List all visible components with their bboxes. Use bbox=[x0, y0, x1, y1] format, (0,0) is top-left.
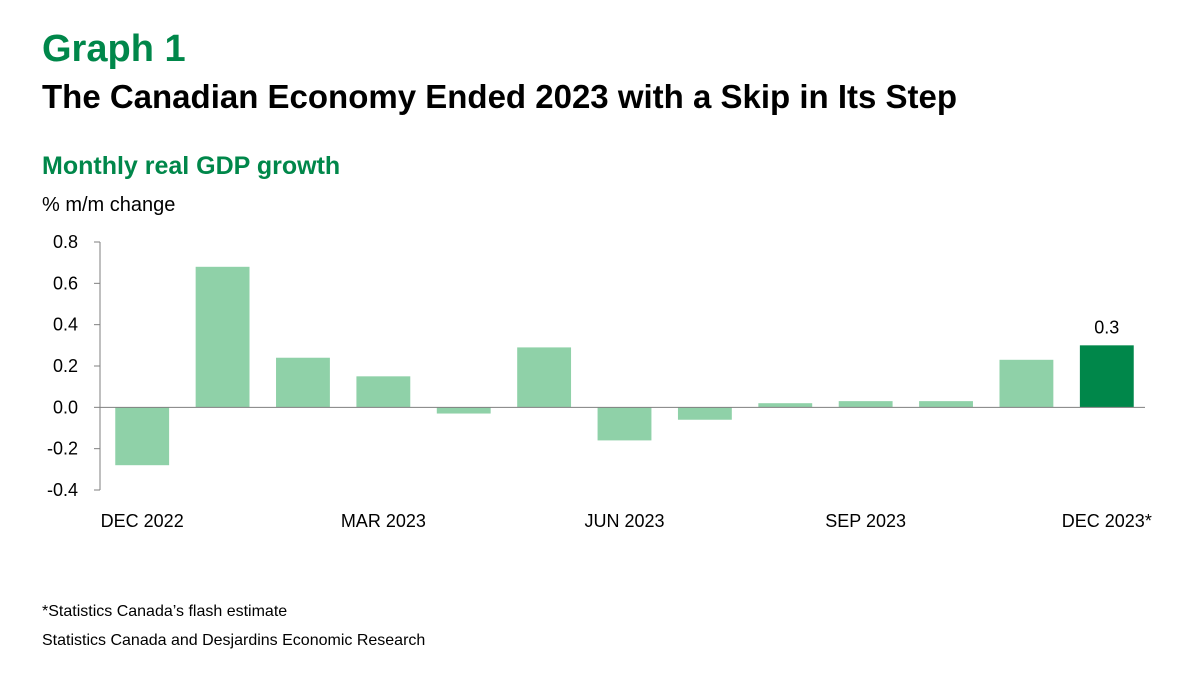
bar bbox=[195, 266, 250, 408]
y-tick-label: 0.8 bbox=[53, 232, 78, 252]
x-tick-label: JUN 2023 bbox=[584, 511, 664, 531]
data-labels: 0.3 bbox=[1094, 317, 1119, 337]
bar bbox=[999, 359, 1054, 408]
y-tick-label: 0.6 bbox=[53, 273, 78, 293]
chart-title: The Canadian Economy Ended 2023 with a S… bbox=[42, 78, 958, 115]
graph-label: Graph 1 bbox=[42, 28, 186, 70]
y-tick-label: 0.0 bbox=[53, 397, 78, 417]
bar bbox=[276, 357, 330, 408]
y-axis-label: % m/m change bbox=[42, 194, 176, 216]
axes bbox=[99, 242, 1145, 490]
x-tick-label: DEC 2022 bbox=[101, 511, 184, 531]
y-tick-label: -0.2 bbox=[47, 439, 78, 459]
footnote: *Statistics Canada’s flash estimate bbox=[42, 603, 288, 620]
bar bbox=[356, 376, 411, 408]
bars bbox=[115, 266, 1134, 466]
data-label: 0.3 bbox=[1094, 317, 1119, 337]
y-axis-ticks: 0.8 0.6 0.4 0.2 0.0 -0.2 -0.4 bbox=[47, 232, 100, 500]
bar bbox=[677, 407, 732, 420]
bar bbox=[838, 401, 893, 408]
y-tick-label: 0.4 bbox=[53, 315, 78, 335]
y-tick-label: -0.4 bbox=[47, 480, 78, 500]
source-note: Statistics Canada and Desjardins Economi… bbox=[42, 632, 426, 649]
bar bbox=[517, 347, 572, 408]
x-axis-tick-labels: DEC 2022 MAR 2023 JUN 2023 SEP 2023 DEC 2023… bbox=[101, 511, 1152, 531]
chart-subtitle: Monthly real GDP growth bbox=[42, 152, 341, 180]
x-tick-label: DEC 2023* bbox=[1062, 511, 1152, 531]
x-tick-label: SEP 2023 bbox=[825, 511, 906, 531]
bar bbox=[597, 407, 652, 441]
bar bbox=[758, 403, 813, 408]
bar bbox=[436, 407, 491, 414]
bar-highlight bbox=[1079, 345, 1134, 408]
y-tick-label: 0.2 bbox=[53, 356, 78, 376]
bar bbox=[919, 401, 973, 408]
x-tick-label: MAR 2023 bbox=[341, 511, 426, 531]
bar bbox=[115, 407, 170, 466]
